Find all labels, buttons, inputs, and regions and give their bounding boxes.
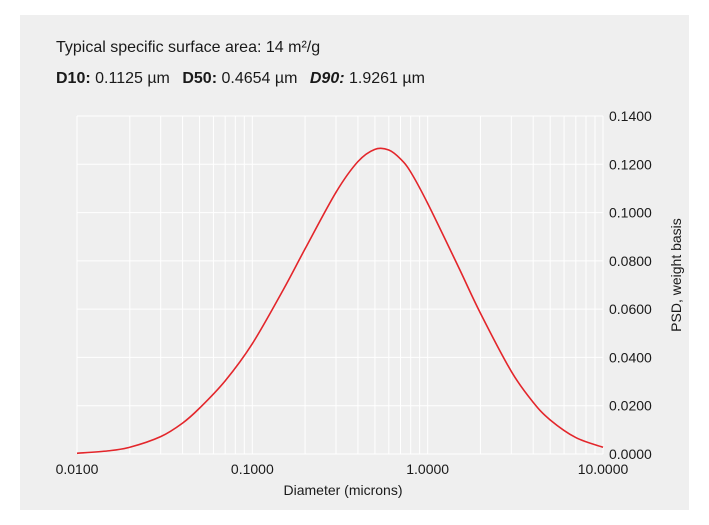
y-tick-label: 0.1400 [609, 108, 652, 124]
d50-label: D50: [182, 70, 218, 87]
y-tick-label: 0.1200 [609, 156, 652, 172]
y-tick-label: 0.1000 [609, 205, 652, 221]
psd-chart: 0.0100 0.1000 1.0000 10.0000 0.00000.02000.… [56, 108, 684, 498]
y-tick-label: 0.0200 [609, 398, 652, 414]
x-axis-label: Diameter (microns) [283, 482, 402, 498]
psd-curve [76, 147, 604, 455]
d90-label: D90: [309, 70, 345, 87]
chart-card: Typical specific surface area: 14 m²/g D… [20, 15, 689, 510]
chart-grid [76, 115, 604, 455]
x-tick-label: 10.0000 [578, 461, 629, 477]
x-tick-label: 1.0000 [406, 461, 449, 477]
particle-size-summary: D10: 0.1125 µm D50: 0.4654 µm D90: 1.926… [56, 70, 425, 88]
x-tick-label: 0.1000 [231, 461, 274, 477]
y-tick-label: 0.0600 [609, 301, 652, 317]
d10-label: D10: [56, 70, 91, 87]
d10-value: 0.1125 µm [95, 70, 170, 87]
psd-series [76, 147, 604, 455]
d50-value: 0.4654 µm [221, 70, 298, 87]
surface-area-text: Typical specific surface area: 14 m²/g [56, 39, 321, 56]
y-tick-label: 0.0800 [609, 253, 652, 269]
y-tick-label: 0.0000 [609, 446, 652, 462]
y-axis-label: PSD, weight basis [668, 218, 684, 332]
x-tick-label: 0.0100 [56, 461, 99, 477]
y-tick-label: 0.0400 [609, 349, 652, 365]
d90-value: 1.9261 µm [349, 70, 425, 87]
y-tick-labels: 0.0000 0.0200 0.0400 0.0600 0.0800 0.1000 0.12… [609, 108, 652, 462]
x-tick-labels: 0.0100 0.1000 1.0000 10.0000 [56, 461, 629, 477]
